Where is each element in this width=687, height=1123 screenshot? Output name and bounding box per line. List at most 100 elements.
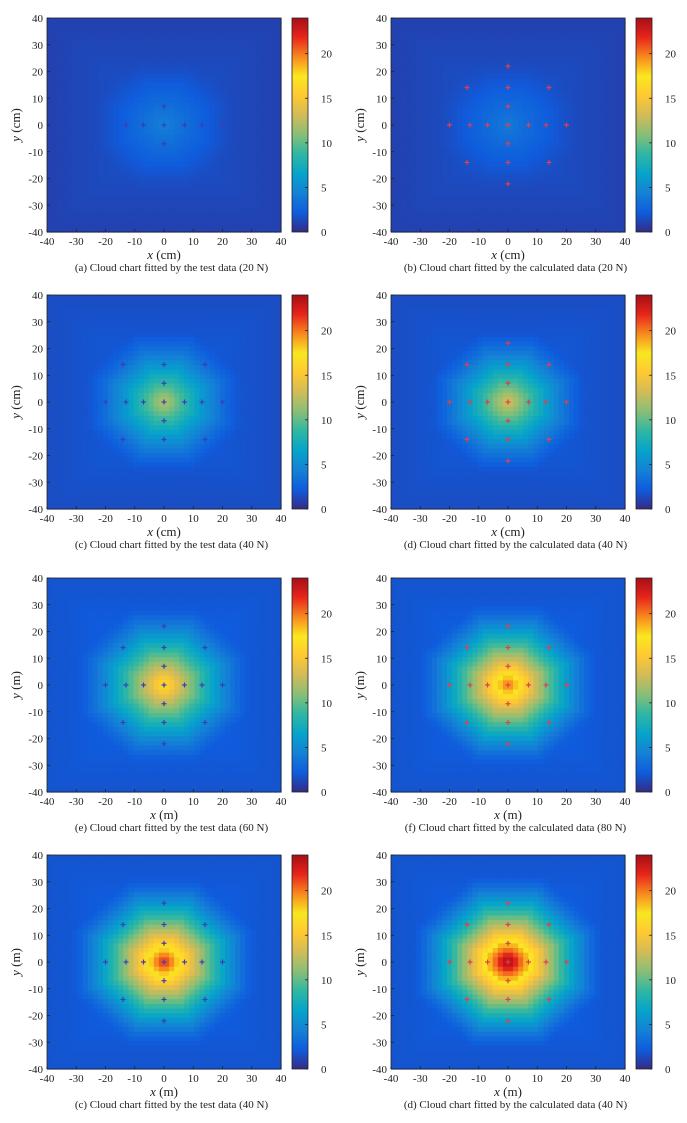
y-tick-label: -20 (372, 1011, 387, 1023)
y-tick-label: 20 (376, 904, 388, 916)
y-tick-label: -30 (28, 1037, 43, 1049)
colorbar-tick-label: 15 (321, 370, 333, 382)
y-tick-label: -30 (372, 477, 387, 489)
colorbar-tick-label: 0 (321, 787, 327, 799)
y-tick-label: 40 (376, 290, 388, 302)
x-tick-label: -10 (471, 796, 486, 808)
y-axis-label: y (m) (8, 671, 23, 701)
x-axis-label: x (cm) (146, 524, 181, 539)
y-axis-label: y (m) (8, 948, 23, 978)
y-tick-label: -30 (28, 200, 43, 212)
y-tick-label: -10 (372, 707, 387, 719)
colorbar-tick-label: 15 (665, 93, 677, 105)
colorbar-tick-label: 20 (321, 886, 333, 898)
panel-caption: (d) Cloud chart fitted by the calculated… (344, 1099, 687, 1111)
y-tick-label: 20 (376, 344, 388, 356)
x-tick-label: -20 (98, 796, 113, 808)
y-tick-label: 40 (376, 573, 388, 585)
x-tick-label: -20 (442, 513, 457, 525)
y-tick-label: 10 (376, 653, 388, 665)
x-tick-label: 40 (276, 236, 288, 248)
y-tick-label: 40 (376, 850, 388, 862)
colorbar-tick-label: 5 (321, 459, 327, 471)
x-tick-label: -30 (413, 796, 428, 808)
x-tick-label: 40 (276, 1073, 288, 1085)
x-tick-label: -10 (127, 513, 142, 525)
colorbar-tick-label: 20 (665, 886, 677, 898)
x-axis-label: x (cm) (490, 247, 525, 262)
x-axis-label: x (m) (149, 1084, 178, 1099)
x-tick-label: -10 (471, 513, 486, 525)
y-tick-label: 40 (32, 850, 44, 862)
y-tick-label: -20 (28, 734, 43, 746)
x-tick-label: 10 (188, 1073, 200, 1085)
colorbar-tick-label: 5 (321, 742, 327, 754)
x-tick-label: 40 (620, 1073, 632, 1085)
colorbar-tick-label: 20 (321, 49, 333, 61)
x-tick-label: 10 (532, 1073, 544, 1085)
y-tick-label: -40 (372, 504, 387, 516)
y-tick-label: -30 (28, 760, 43, 772)
y-tick-label: -30 (28, 477, 43, 489)
x-tick-label: 40 (620, 236, 632, 248)
colorbar-tick-label: 5 (665, 182, 671, 194)
y-tick-label: -30 (372, 200, 387, 212)
colorbar-tick-label: 0 (665, 1064, 671, 1076)
y-tick-label: 10 (32, 93, 44, 105)
colorbar-tick-label: 10 (665, 975, 677, 987)
y-axis-label: y (cm) (352, 385, 367, 421)
x-tick-label: -20 (98, 1073, 113, 1085)
y-tick-label: 30 (376, 600, 388, 612)
y-tick-label: -30 (372, 760, 387, 772)
y-tick-label: 0 (382, 397, 388, 409)
x-tick-label: 40 (276, 513, 288, 525)
y-tick-label: 10 (376, 370, 388, 382)
x-tick-label: 30 (246, 513, 258, 525)
colorbar-tick-label: 0 (665, 227, 671, 239)
panel-caption: (c) Cloud chart fitted by the test data … (0, 539, 343, 551)
x-tick-label: 20 (217, 236, 229, 248)
colorbar (636, 18, 652, 232)
colorbar-tick-label: 15 (321, 930, 333, 942)
y-tick-label: 0 (38, 680, 44, 692)
x-tick-label: -10 (471, 1073, 486, 1085)
y-tick-label: 0 (38, 120, 44, 132)
x-tick-label: 30 (246, 1073, 258, 1085)
colorbar-tick-label: 5 (665, 459, 671, 471)
colorbar-tick-label: 20 (321, 609, 333, 621)
y-tick-label: -10 (28, 424, 43, 436)
colorbar-tick-label: 20 (321, 326, 333, 338)
x-tick-label: -30 (69, 513, 84, 525)
colorbar (636, 295, 652, 509)
x-tick-label: -20 (442, 236, 457, 248)
colorbar-tick-label: 15 (665, 930, 677, 942)
y-tick-label: -40 (372, 787, 387, 799)
x-axis-label: x (m) (493, 1084, 522, 1099)
x-tick-label: 10 (532, 236, 544, 248)
y-tick-label: 40 (32, 13, 44, 25)
y-tick-label: -30 (372, 1037, 387, 1049)
x-tick-label: -20 (442, 1073, 457, 1085)
colorbar-tick-label: 0 (665, 504, 671, 516)
y-tick-label: 10 (376, 93, 388, 105)
y-tick-label: 40 (376, 13, 388, 25)
x-tick-label: -30 (69, 236, 84, 248)
y-tick-label: -20 (372, 451, 387, 463)
x-axis-label: x (cm) (490, 524, 525, 539)
y-tick-label: 30 (376, 877, 388, 889)
x-tick-label: 30 (590, 236, 602, 248)
colorbar-tick-label: 20 (665, 609, 677, 621)
x-tick-label: 30 (246, 796, 258, 808)
x-tick-label: 40 (276, 796, 288, 808)
x-tick-label: 20 (561, 236, 573, 248)
y-tick-label: 20 (32, 67, 44, 79)
colorbar-tick-label: 10 (665, 415, 677, 427)
x-tick-label: -10 (127, 1073, 142, 1085)
